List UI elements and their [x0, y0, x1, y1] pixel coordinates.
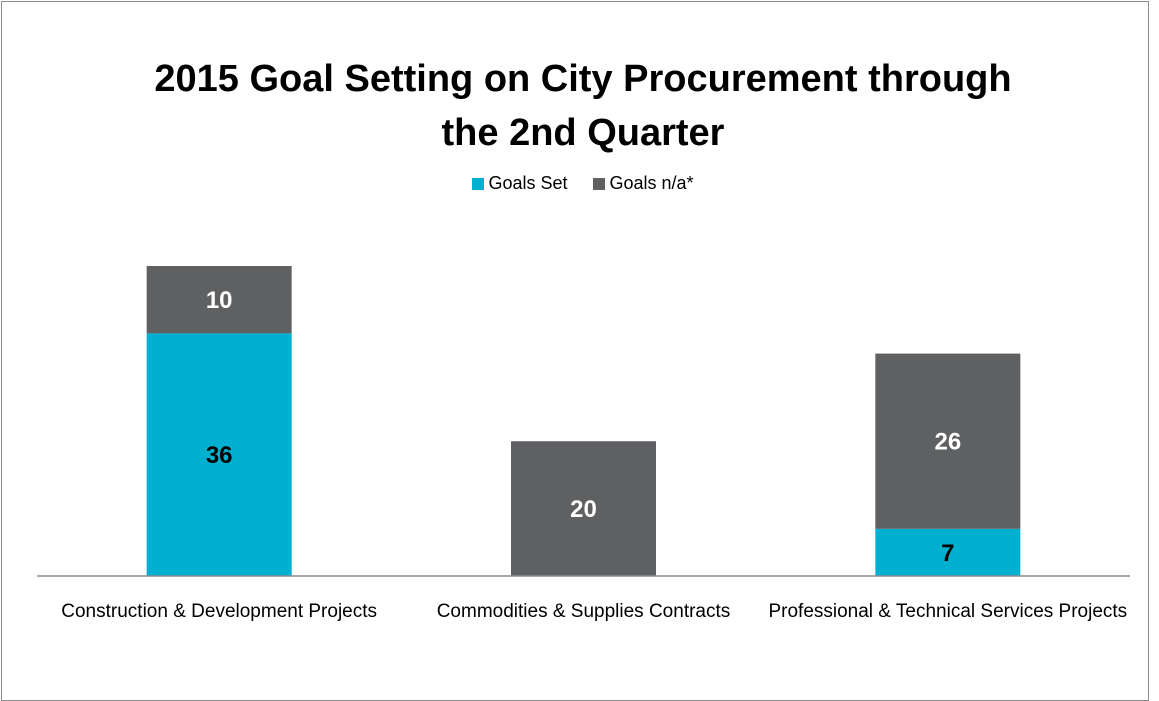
legend-item: Goals Set	[472, 173, 567, 194]
legend-item: Goals n/a*	[593, 173, 694, 194]
x-tick-label: Professional & Technical Services Projec…	[768, 601, 1128, 622]
data-label: 7	[941, 540, 954, 567]
data-label: 10	[206, 287, 233, 314]
legend: Goals Set Goals n/a*	[0, 173, 1159, 194]
legend-swatch	[472, 177, 485, 190]
bar-segment	[146, 266, 292, 334]
legend-label: Goals Set	[488, 173, 568, 193]
bar-segment	[511, 441, 656, 576]
chart-title: 2015 Goal Setting on City Procurement th…	[154, 58, 1012, 154]
data-label: 20	[570, 496, 597, 523]
legend-label: Goals n/a*	[609, 173, 694, 193]
data-label: 26	[934, 429, 961, 456]
legend-swatch	[593, 177, 606, 190]
bar-segment	[875, 528, 1021, 576]
bar-segment	[146, 333, 292, 576]
chart: 36 10 20 7 26	[37, 266, 1130, 577]
x-tick-label: Construction & Development Projects	[61, 601, 378, 622]
x-tick-label: Commodities & Supplies Contracts	[436, 601, 731, 622]
bar-segment	[875, 353, 1021, 529]
data-label: 36	[206, 442, 233, 469]
